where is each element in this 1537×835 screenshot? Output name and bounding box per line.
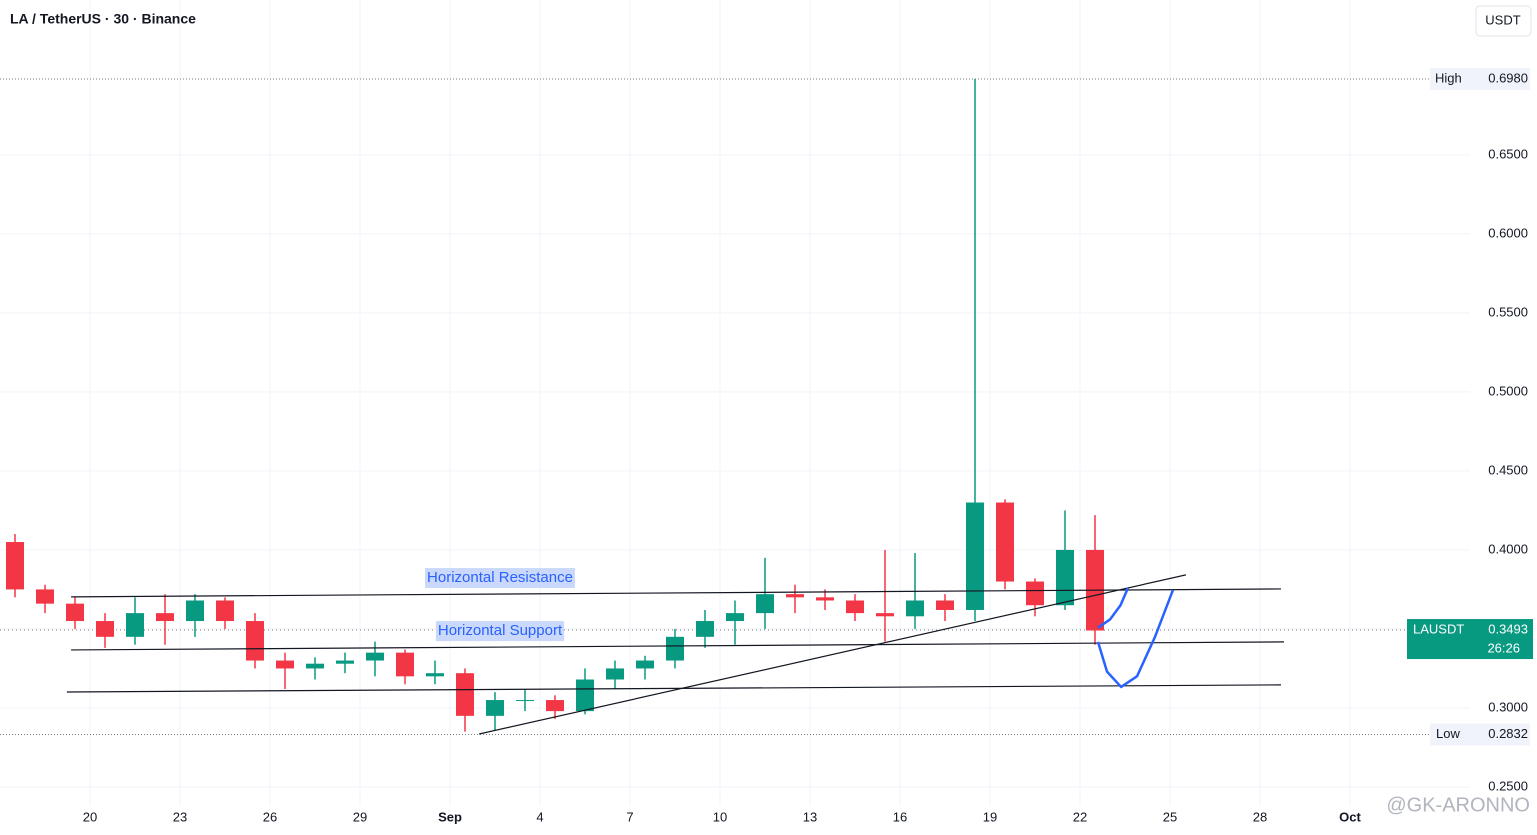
candle-body: [126, 613, 144, 637]
candle-body: [186, 600, 204, 622]
high-box: [1430, 68, 1530, 91]
y-tick-label: 0.6500: [1488, 146, 1528, 161]
candle-body: [876, 613, 894, 617]
x-tick-label: 4: [536, 809, 543, 824]
x-tick-label: 16: [893, 809, 907, 824]
trend-line: [478, 574, 1187, 735]
candle-body: [936, 600, 954, 610]
candle-body: [726, 613, 744, 622]
candle-body: [666, 636, 684, 661]
candle-body: [576, 679, 594, 712]
candle-body: [66, 603, 84, 622]
candle-body: [246, 621, 264, 661]
candle-body: [1056, 549, 1074, 606]
watermark: @GK-ARONNO: [1386, 794, 1530, 816]
trend-line: [71, 588, 1282, 598]
x-tick-label: 28: [1253, 809, 1267, 824]
low-box: [1430, 723, 1530, 746]
candle-body: [96, 621, 114, 637]
x-tick-label: 20: [83, 809, 97, 824]
x-tick-label: 22: [1073, 809, 1087, 824]
y-tick-label: 0.3000: [1488, 699, 1528, 714]
candle-body: [786, 594, 804, 598]
candle-body: [816, 597, 834, 601]
candle-body: [336, 660, 354, 664]
candle-body: [636, 660, 654, 669]
candle-body: [366, 652, 384, 661]
y-tick-label: 0.2500: [1488, 778, 1528, 793]
candle-body: [546, 700, 564, 712]
candle-body: [696, 621, 714, 637]
x-tick-label: 23: [173, 809, 187, 824]
x-tick-label: 26: [263, 809, 277, 824]
candle-body: [276, 660, 294, 669]
trend-line: [71, 641, 1285, 651]
candle-body: [906, 600, 924, 617]
x-tick-label: 29: [353, 809, 367, 824]
x-tick-label: 25: [1163, 809, 1177, 824]
annotation: Horizontal Resistance: [427, 569, 573, 586]
x-tick-label: 7: [626, 809, 633, 824]
y-tick-label: 0.4000: [1488, 541, 1528, 556]
low-value: 0.2832: [1488, 726, 1528, 741]
candle-body: [486, 700, 504, 716]
high-label: High: [1435, 70, 1462, 85]
projection-curve: [1097, 587, 1130, 629]
x-tick-label: 10: [713, 809, 727, 824]
currency[interactable]: USDT: [1485, 12, 1520, 27]
projection-curve: [1096, 589, 1175, 689]
candle-body: [456, 673, 474, 716]
candle-body: [396, 652, 414, 677]
candle-body: [36, 589, 54, 604]
candle-body: [306, 663, 324, 669]
candle-body: [996, 502, 1014, 582]
candle-body: [156, 613, 174, 622]
candle-body: [516, 700, 534, 702]
last-value: 0.3493: [1488, 621, 1528, 636]
annotation-bg: [435, 621, 565, 642]
annotation: Horizontal Support: [438, 622, 563, 639]
annotation-bg: [425, 568, 575, 589]
candle-body: [846, 600, 864, 614]
y-tick-label: 0.5500: [1488, 304, 1528, 319]
x-tick-label: Oct: [1339, 809, 1361, 824]
trend-line: [66, 684, 1282, 693]
y-tick-label: 0.6000: [1488, 225, 1528, 240]
y-tick-label: 0.4500: [1488, 462, 1528, 477]
grid: [0, 0, 1470, 805]
candle-body: [216, 600, 234, 622]
y-tick-label: 0.5000: [1488, 383, 1528, 398]
candle-body: [966, 502, 984, 610]
candle-body: [6, 542, 24, 590]
x-tick-label: 19: [983, 809, 997, 824]
low-label: Low: [1436, 726, 1460, 741]
last-box: [1407, 619, 1533, 660]
last-symbol: LAUSDT: [1413, 621, 1464, 636]
chart-title: LA / TetherUS · 30 · Binance: [10, 11, 196, 27]
candle-body: [426, 673, 444, 677]
candle-body: [756, 594, 774, 614]
candle-body: [1026, 581, 1044, 606]
x-tick-label: 13: [803, 809, 817, 824]
high-value: 0.6980: [1488, 70, 1528, 85]
x-tick-label: Sep: [438, 809, 462, 824]
currency-button[interactable]: [1475, 5, 1532, 37]
candle-body: [606, 668, 624, 680]
countdown: 26:26: [1487, 640, 1520, 655]
